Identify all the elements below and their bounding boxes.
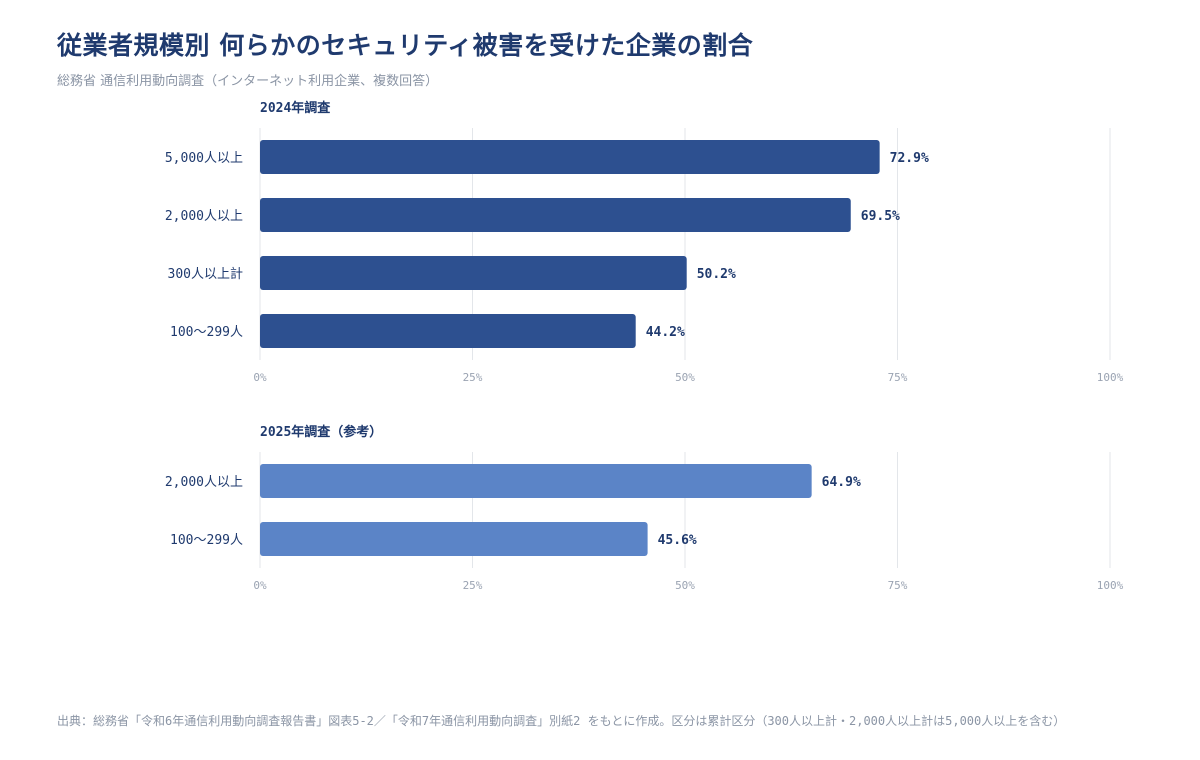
category-label: 5,000人以上 <box>165 151 243 166</box>
value-label: 64.9% <box>822 475 861 490</box>
x-tick-label: 75% <box>888 371 908 384</box>
value-label: 44.2% <box>646 325 685 340</box>
bar <box>260 464 812 498</box>
x-tick-label: 100% <box>1097 371 1124 384</box>
panel-title: 2025年調査（参考） <box>260 424 382 440</box>
x-tick-label: 50% <box>675 371 695 384</box>
x-tick-label: 0% <box>253 371 267 384</box>
bar <box>260 198 851 232</box>
value-label: 69.5% <box>861 209 900 224</box>
category-label: 2,000人以上 <box>165 209 243 224</box>
x-tick-label: 75% <box>888 579 908 592</box>
category-label: 300人以上計 <box>168 266 243 282</box>
value-label: 72.9% <box>890 151 929 166</box>
bar <box>260 314 636 348</box>
category-label: 100〜299人 <box>170 533 243 548</box>
value-label: 45.6% <box>658 533 697 548</box>
chart-title: 従業者規模別 何らかのセキュリティ被害を受けた企業の割合 <box>57 31 754 60</box>
chart-canvas: 2024年調査 0% 25% 50% 75% 100% 5,000人以上 72.9% 2,000… <box>165 100 1124 592</box>
chart-subtitle: 総務省 通信利用動向調査（インターネット利用企業、複数回答） <box>57 74 439 89</box>
category-label: 2,000人以上 <box>165 475 243 490</box>
bar <box>260 256 687 290</box>
chart-panel-2: 2025年調査（参考） 0% 25% 50% 75% 100% 2,000人以上 64.9% 1… <box>165 424 1124 592</box>
bar <box>260 522 648 556</box>
source-footnote: 出典：総務省「令和6年通信利用動向調査報告書」図表5-2／「令和7年通信利用動向… <box>57 714 1066 728</box>
x-tick-label: 25% <box>463 371 483 384</box>
panel-title: 2024年調査 <box>260 100 331 116</box>
category-label: 100〜299人 <box>170 325 243 340</box>
value-label: 50.2% <box>697 267 736 282</box>
x-tick-label: 50% <box>675 579 695 592</box>
bar <box>260 140 880 174</box>
x-tick-label: 100% <box>1097 579 1124 592</box>
chart-panel-1: 2024年調査 0% 25% 50% 75% 100% 5,000人以上 72.9% 2,000… <box>165 100 1124 384</box>
x-tick-label: 25% <box>463 579 483 592</box>
x-tick-label: 0% <box>253 579 267 592</box>
